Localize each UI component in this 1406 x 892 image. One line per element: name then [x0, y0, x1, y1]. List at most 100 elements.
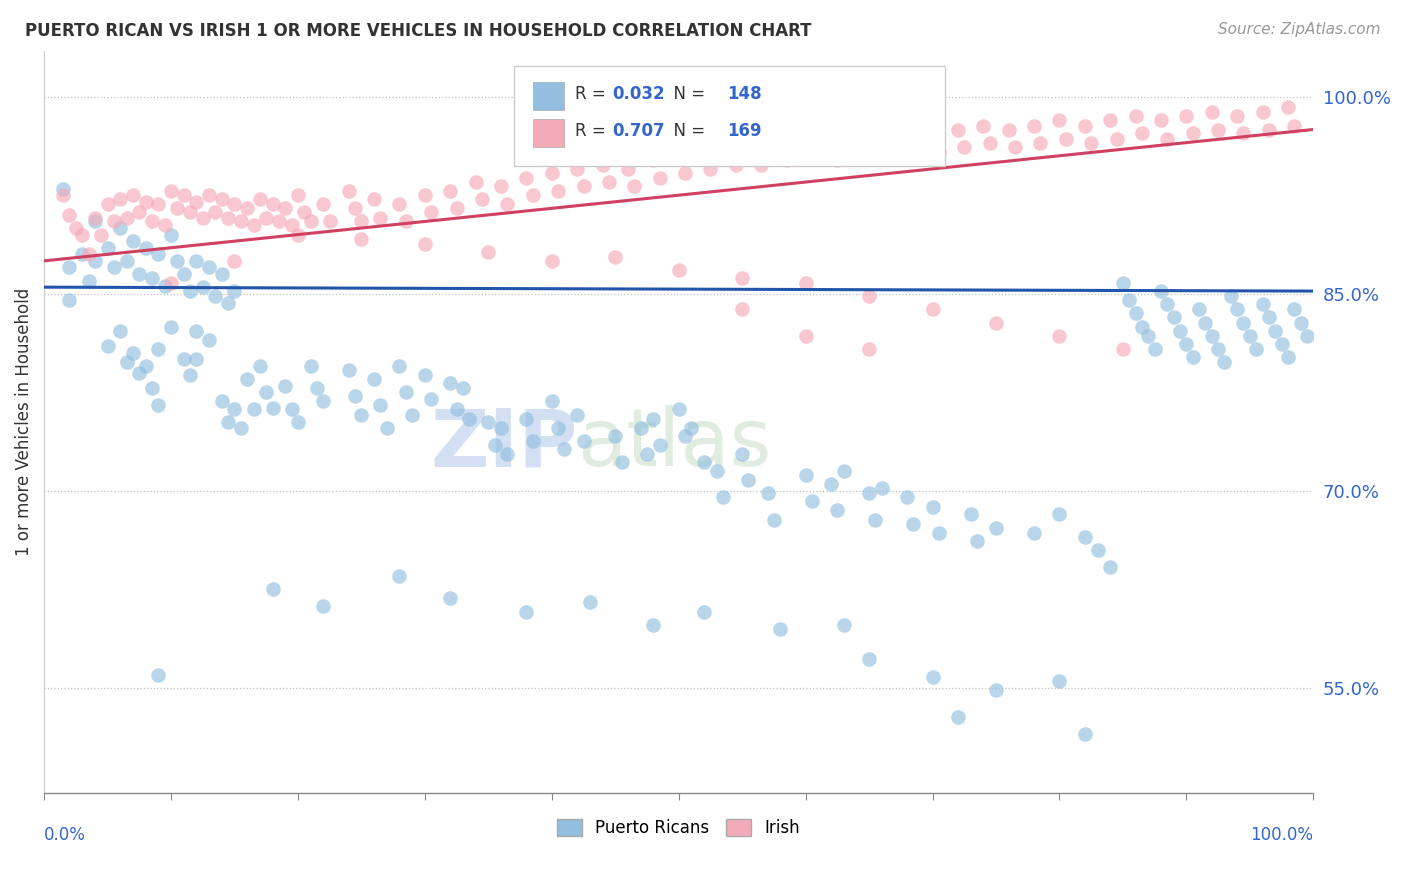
Point [242, 219, 264, 233]
Point [83, 214, 105, 228]
Point [179, 368, 201, 383]
Point [1244, 342, 1267, 356]
Point [1150, 284, 1173, 298]
Point [77, 247, 100, 261]
Point [800, 494, 823, 508]
Point [540, 394, 562, 409]
Point [141, 271, 163, 285]
Point [186, 352, 208, 367]
Point [756, 486, 779, 500]
Point [1188, 302, 1211, 317]
Point [420, 205, 443, 219]
Text: 169: 169 [727, 122, 762, 140]
Point [1074, 727, 1097, 741]
Point [160, 276, 183, 290]
Point [97, 339, 120, 353]
Point [287, 227, 309, 242]
Point [852, 149, 875, 163]
Point [630, 421, 652, 435]
Point [148, 667, 170, 681]
Point [1239, 328, 1261, 343]
Text: ZIP: ZIP [430, 405, 576, 483]
Point [605, 250, 627, 264]
Point [1022, 525, 1045, 540]
Point [148, 197, 170, 211]
Point [191, 280, 214, 294]
Point [1181, 350, 1204, 364]
Point [103, 260, 125, 275]
Point [1226, 302, 1249, 317]
Point [160, 184, 183, 198]
Point [1054, 131, 1077, 145]
Point [718, 142, 741, 156]
Point [186, 324, 208, 338]
Point [204, 205, 226, 219]
Point [547, 421, 569, 435]
Point [141, 381, 163, 395]
Point [312, 197, 335, 211]
Point [820, 136, 842, 150]
Point [198, 260, 221, 275]
Point [1004, 139, 1026, 153]
Point [128, 205, 150, 219]
Point [1130, 319, 1153, 334]
Point [827, 153, 849, 167]
Point [832, 464, 855, 478]
Point [762, 513, 785, 527]
Point [204, 289, 226, 303]
Point [865, 513, 887, 527]
Point [160, 319, 183, 334]
Point [211, 394, 233, 409]
Point [484, 438, 506, 452]
Point [794, 276, 817, 290]
Point [70, 227, 93, 242]
Point [287, 416, 309, 430]
Point [292, 205, 315, 219]
Point [1137, 328, 1160, 343]
Point [274, 202, 297, 216]
Point [1080, 136, 1102, 150]
Point [299, 214, 322, 228]
Point [800, 149, 823, 163]
Point [1175, 109, 1198, 123]
Point [643, 153, 665, 167]
Point [395, 214, 418, 228]
Point [83, 253, 105, 268]
Point [148, 247, 170, 261]
Point [610, 455, 633, 469]
Y-axis label: 1 or more Vehicles in Household: 1 or more Vehicles in Household [15, 288, 32, 556]
Point [312, 394, 335, 409]
Point [673, 428, 696, 442]
Point [262, 197, 284, 211]
Point [794, 468, 817, 483]
Point [1130, 127, 1153, 141]
Point [122, 234, 145, 248]
Point [921, 500, 943, 514]
Point [363, 372, 385, 386]
Point [1049, 113, 1071, 128]
Point [224, 402, 246, 417]
Point [572, 434, 595, 448]
Point [673, 166, 696, 180]
Point [464, 175, 486, 189]
Point [179, 284, 201, 298]
Point [515, 605, 537, 619]
Point [103, 214, 125, 228]
Point [477, 416, 499, 430]
Point [186, 253, 208, 268]
Point [953, 139, 976, 153]
Point [724, 158, 747, 172]
Point [262, 582, 284, 597]
Point [1099, 560, 1122, 574]
Point [681, 421, 703, 435]
Point [1163, 310, 1185, 325]
Point [1219, 289, 1241, 303]
Point [77, 274, 100, 288]
Point [870, 481, 893, 495]
Point [1087, 542, 1109, 557]
Point [1029, 136, 1052, 150]
Point [115, 253, 138, 268]
Point [744, 139, 766, 153]
Point [896, 131, 918, 145]
Point [388, 197, 411, 211]
